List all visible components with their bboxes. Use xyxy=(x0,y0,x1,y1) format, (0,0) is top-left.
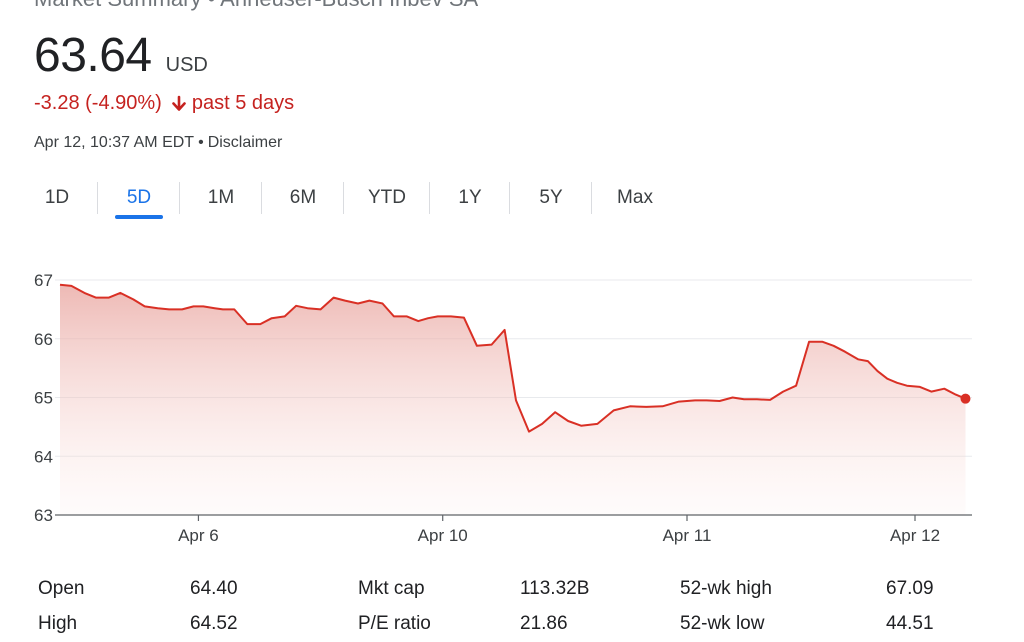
tab-label: 6M xyxy=(289,187,317,208)
price-row: 63.64 USD xyxy=(34,28,208,83)
y-tick-label: 63 xyxy=(34,506,53,525)
range-tabs: 1D 5D 1M 6M YTD 1Y 5Y Max xyxy=(16,180,678,219)
stat-open-label: Open xyxy=(38,578,85,599)
stat-open-value: 64.40 xyxy=(190,578,238,599)
tab-label: 5D xyxy=(126,187,152,208)
x-axis-ticks: Apr 6 Apr 10 Apr 11 Apr 12 xyxy=(178,515,940,545)
stat-52wk-high-value: 67.09 xyxy=(886,578,934,599)
tab-label: 5Y xyxy=(539,187,563,208)
stat-52wk-low-label: 52-wk low xyxy=(680,613,765,634)
currency-label: USD xyxy=(165,54,208,76)
timestamp-row: Apr 12, 10:37 AM EDT • Disclaimer xyxy=(34,134,282,152)
arrow-down-icon xyxy=(170,94,188,114)
stat-high-label: High xyxy=(38,613,78,634)
price-change: -3.28 (-4.90%) past 5 days xyxy=(34,92,294,115)
y-tick-label: 67 xyxy=(34,271,53,290)
y-tick-label: 64 xyxy=(34,447,53,466)
tab-label: Max xyxy=(617,187,653,208)
tab-label: YTD xyxy=(368,187,406,208)
tab-5y[interactable]: 5Y xyxy=(510,180,592,216)
tab-1m[interactable]: 1M xyxy=(180,180,262,216)
current-price: 63.64 xyxy=(34,29,152,82)
change-value: -3.28 (-4.90%) xyxy=(34,92,162,114)
y-tick-label: 66 xyxy=(34,330,53,349)
tab-label: 1M xyxy=(207,187,235,208)
price-chart[interactable]: 67 66 65 64 63 Apr 6 Apr 10 Apr 11 Apr 12 xyxy=(0,250,1024,560)
price-line xyxy=(59,283,966,433)
stat-high-value: 64.52 xyxy=(190,613,238,634)
separator-dot: • xyxy=(198,134,204,151)
stat-mktcap-label: Mkt cap xyxy=(358,578,425,599)
x-tick-label: Apr 11 xyxy=(663,526,712,545)
change-period: past 5 days xyxy=(191,92,295,114)
tab-ytd[interactable]: YTD xyxy=(344,180,430,216)
stat-mktcap-value: 113.32B xyxy=(520,578,590,599)
y-tick-label: 65 xyxy=(34,389,53,408)
tab-6m[interactable]: 6M xyxy=(262,180,344,216)
price-area xyxy=(60,284,966,515)
tab-label: 1D xyxy=(44,187,70,208)
timestamp: Apr 12, 10:37 AM EDT xyxy=(34,134,195,151)
tab-5d[interactable]: 5D xyxy=(98,180,180,219)
x-tick-label: Apr 12 xyxy=(890,526,940,545)
current-price-dot xyxy=(960,393,971,404)
tab-1y[interactable]: 1Y xyxy=(430,180,510,216)
y-axis-ticks: 67 66 65 64 63 xyxy=(34,271,53,525)
tab-1d[interactable]: 1D xyxy=(16,180,98,216)
x-tick-label: Apr 6 xyxy=(178,526,219,545)
stat-52wk-high-label: 52-wk high xyxy=(680,578,772,599)
key-stats: Open 64.40 High 64.52 Mkt cap 113.32B P/… xyxy=(0,572,1024,642)
stat-pe-label: P/E ratio xyxy=(358,613,431,634)
stat-52wk-low-value: 44.51 xyxy=(886,613,934,634)
tab-max[interactable]: Max xyxy=(592,180,678,216)
x-tick-label: Apr 10 xyxy=(418,526,468,545)
tab-label: 1Y xyxy=(458,187,482,208)
page-title-cut: Market Summary • Anheuser-Busch Inbev SA xyxy=(34,0,478,12)
active-tab-indicator xyxy=(115,215,163,219)
stat-pe-value: 21.86 xyxy=(520,613,568,634)
disclaimer-link[interactable]: Disclaimer xyxy=(207,134,283,151)
